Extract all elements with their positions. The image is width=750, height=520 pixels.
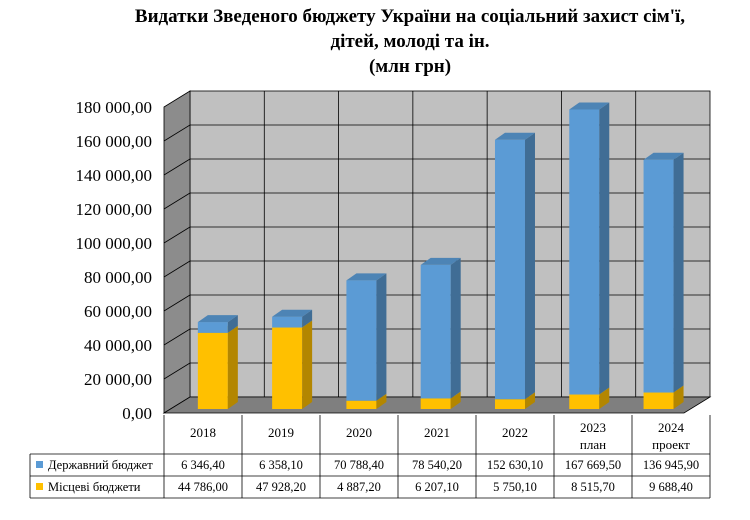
y-tick-label: 100 000,00 <box>76 234 153 253</box>
bar-state-top <box>643 152 684 160</box>
x-tick-label: 2020 <box>346 425 372 440</box>
y-tick-label: 20 000,00 <box>84 370 152 389</box>
bar-state <box>272 316 303 328</box>
bar-local <box>346 400 377 409</box>
bar-local <box>197 332 228 409</box>
chart-title-unit: (млн грн) <box>368 56 452 77</box>
legend-label: Місцеві бюджети <box>48 480 141 494</box>
gridline-side <box>163 192 191 210</box>
bar-state-side <box>376 273 387 401</box>
y-tick-label: 40 000,00 <box>84 336 152 355</box>
data-label: 47 928,20 <box>256 480 306 494</box>
bar-state <box>494 139 525 400</box>
bar-state-top <box>569 102 610 110</box>
legend-label: Державний бюджет <box>48 458 153 472</box>
x-tick-label: 2022 <box>502 425 528 440</box>
x-tick-label: 2019 <box>268 425 294 440</box>
x-tick-label: 2024 <box>658 420 685 435</box>
gridline-side <box>163 294 191 312</box>
bar-state-top <box>197 315 238 323</box>
bar-local-side <box>450 391 461 409</box>
legend-swatch <box>36 461 43 468</box>
x-tick-label-sub: проект <box>652 437 690 452</box>
gridline-side <box>163 226 191 244</box>
bar-local <box>643 392 674 409</box>
chart-title-line-1: Видатки Зведеного бюджету України на соц… <box>134 6 686 27</box>
bar-state <box>420 264 451 399</box>
data-label: 9 688,40 <box>649 480 693 494</box>
data-label: 6 346,40 <box>181 458 225 472</box>
bar-local-side <box>227 325 238 409</box>
y-tick-label: 60 000,00 <box>84 302 152 321</box>
chart-title-line-2: дітей, молоді та ін. <box>330 31 490 52</box>
gridline-side <box>163 362 191 380</box>
gridline-side <box>163 260 191 278</box>
legend-swatch <box>36 483 43 490</box>
x-tick-label: 2021 <box>424 425 450 440</box>
bar-state-side <box>524 132 535 400</box>
bar-state <box>346 280 377 401</box>
bar-state-top <box>346 273 387 281</box>
data-label: 8 515,70 <box>571 480 615 494</box>
bar-state-side <box>302 309 313 328</box>
y-tick-label: 0,00 <box>122 404 152 423</box>
y-tick-label: 140 000,00 <box>76 166 153 185</box>
bar-state-side <box>450 257 461 399</box>
chart-title: Видатки Зведеного бюджету України на соц… <box>110 4 710 79</box>
bar-local <box>494 399 525 409</box>
side-wall <box>163 90 191 414</box>
gridline-side <box>163 124 191 142</box>
data-label: 152 630,10 <box>487 458 543 472</box>
bar-local <box>569 394 600 409</box>
x-tick-label: 2018 <box>190 425 216 440</box>
bar-state <box>643 159 674 393</box>
bar-state <box>569 109 600 395</box>
data-label: 5 750,10 <box>493 480 537 494</box>
bar-local <box>420 398 451 409</box>
data-label: 70 788,40 <box>334 458 384 472</box>
bar-state-side <box>599 102 610 395</box>
y-tick-label: 160 000,00 <box>76 132 153 151</box>
y-tick-label: 80 000,00 <box>84 268 152 287</box>
bar-state-top <box>420 257 461 265</box>
y-tick-label: 120 000,00 <box>76 200 153 219</box>
gridline-side <box>163 158 191 176</box>
y-tick-label: 180 000,00 <box>76 98 153 117</box>
data-label: 78 540,20 <box>412 458 462 472</box>
bar-local-side <box>599 387 610 409</box>
data-label: 136 945,90 <box>643 458 699 472</box>
data-label: 167 669,50 <box>565 458 621 472</box>
x-tick-label-sub: план <box>580 437 606 452</box>
gridline-side <box>163 328 191 346</box>
bar-state-side <box>673 152 684 393</box>
bar-local-side <box>302 320 313 409</box>
bar-local <box>272 327 303 409</box>
data-label: 6 207,10 <box>415 480 459 494</box>
data-label: 6 358,10 <box>259 458 303 472</box>
bar-state-top <box>494 132 535 140</box>
bar-local-side <box>673 385 684 409</box>
data-label: 44 786,00 <box>178 480 228 494</box>
bar-state-side <box>227 315 238 333</box>
bar-state <box>197 322 228 333</box>
bar-local-side <box>376 393 387 409</box>
x-tick-label: 2023 <box>580 420 606 435</box>
bar-state-top <box>272 309 313 317</box>
data-label: 4 887,20 <box>337 480 381 494</box>
bar-local-side <box>524 392 535 409</box>
